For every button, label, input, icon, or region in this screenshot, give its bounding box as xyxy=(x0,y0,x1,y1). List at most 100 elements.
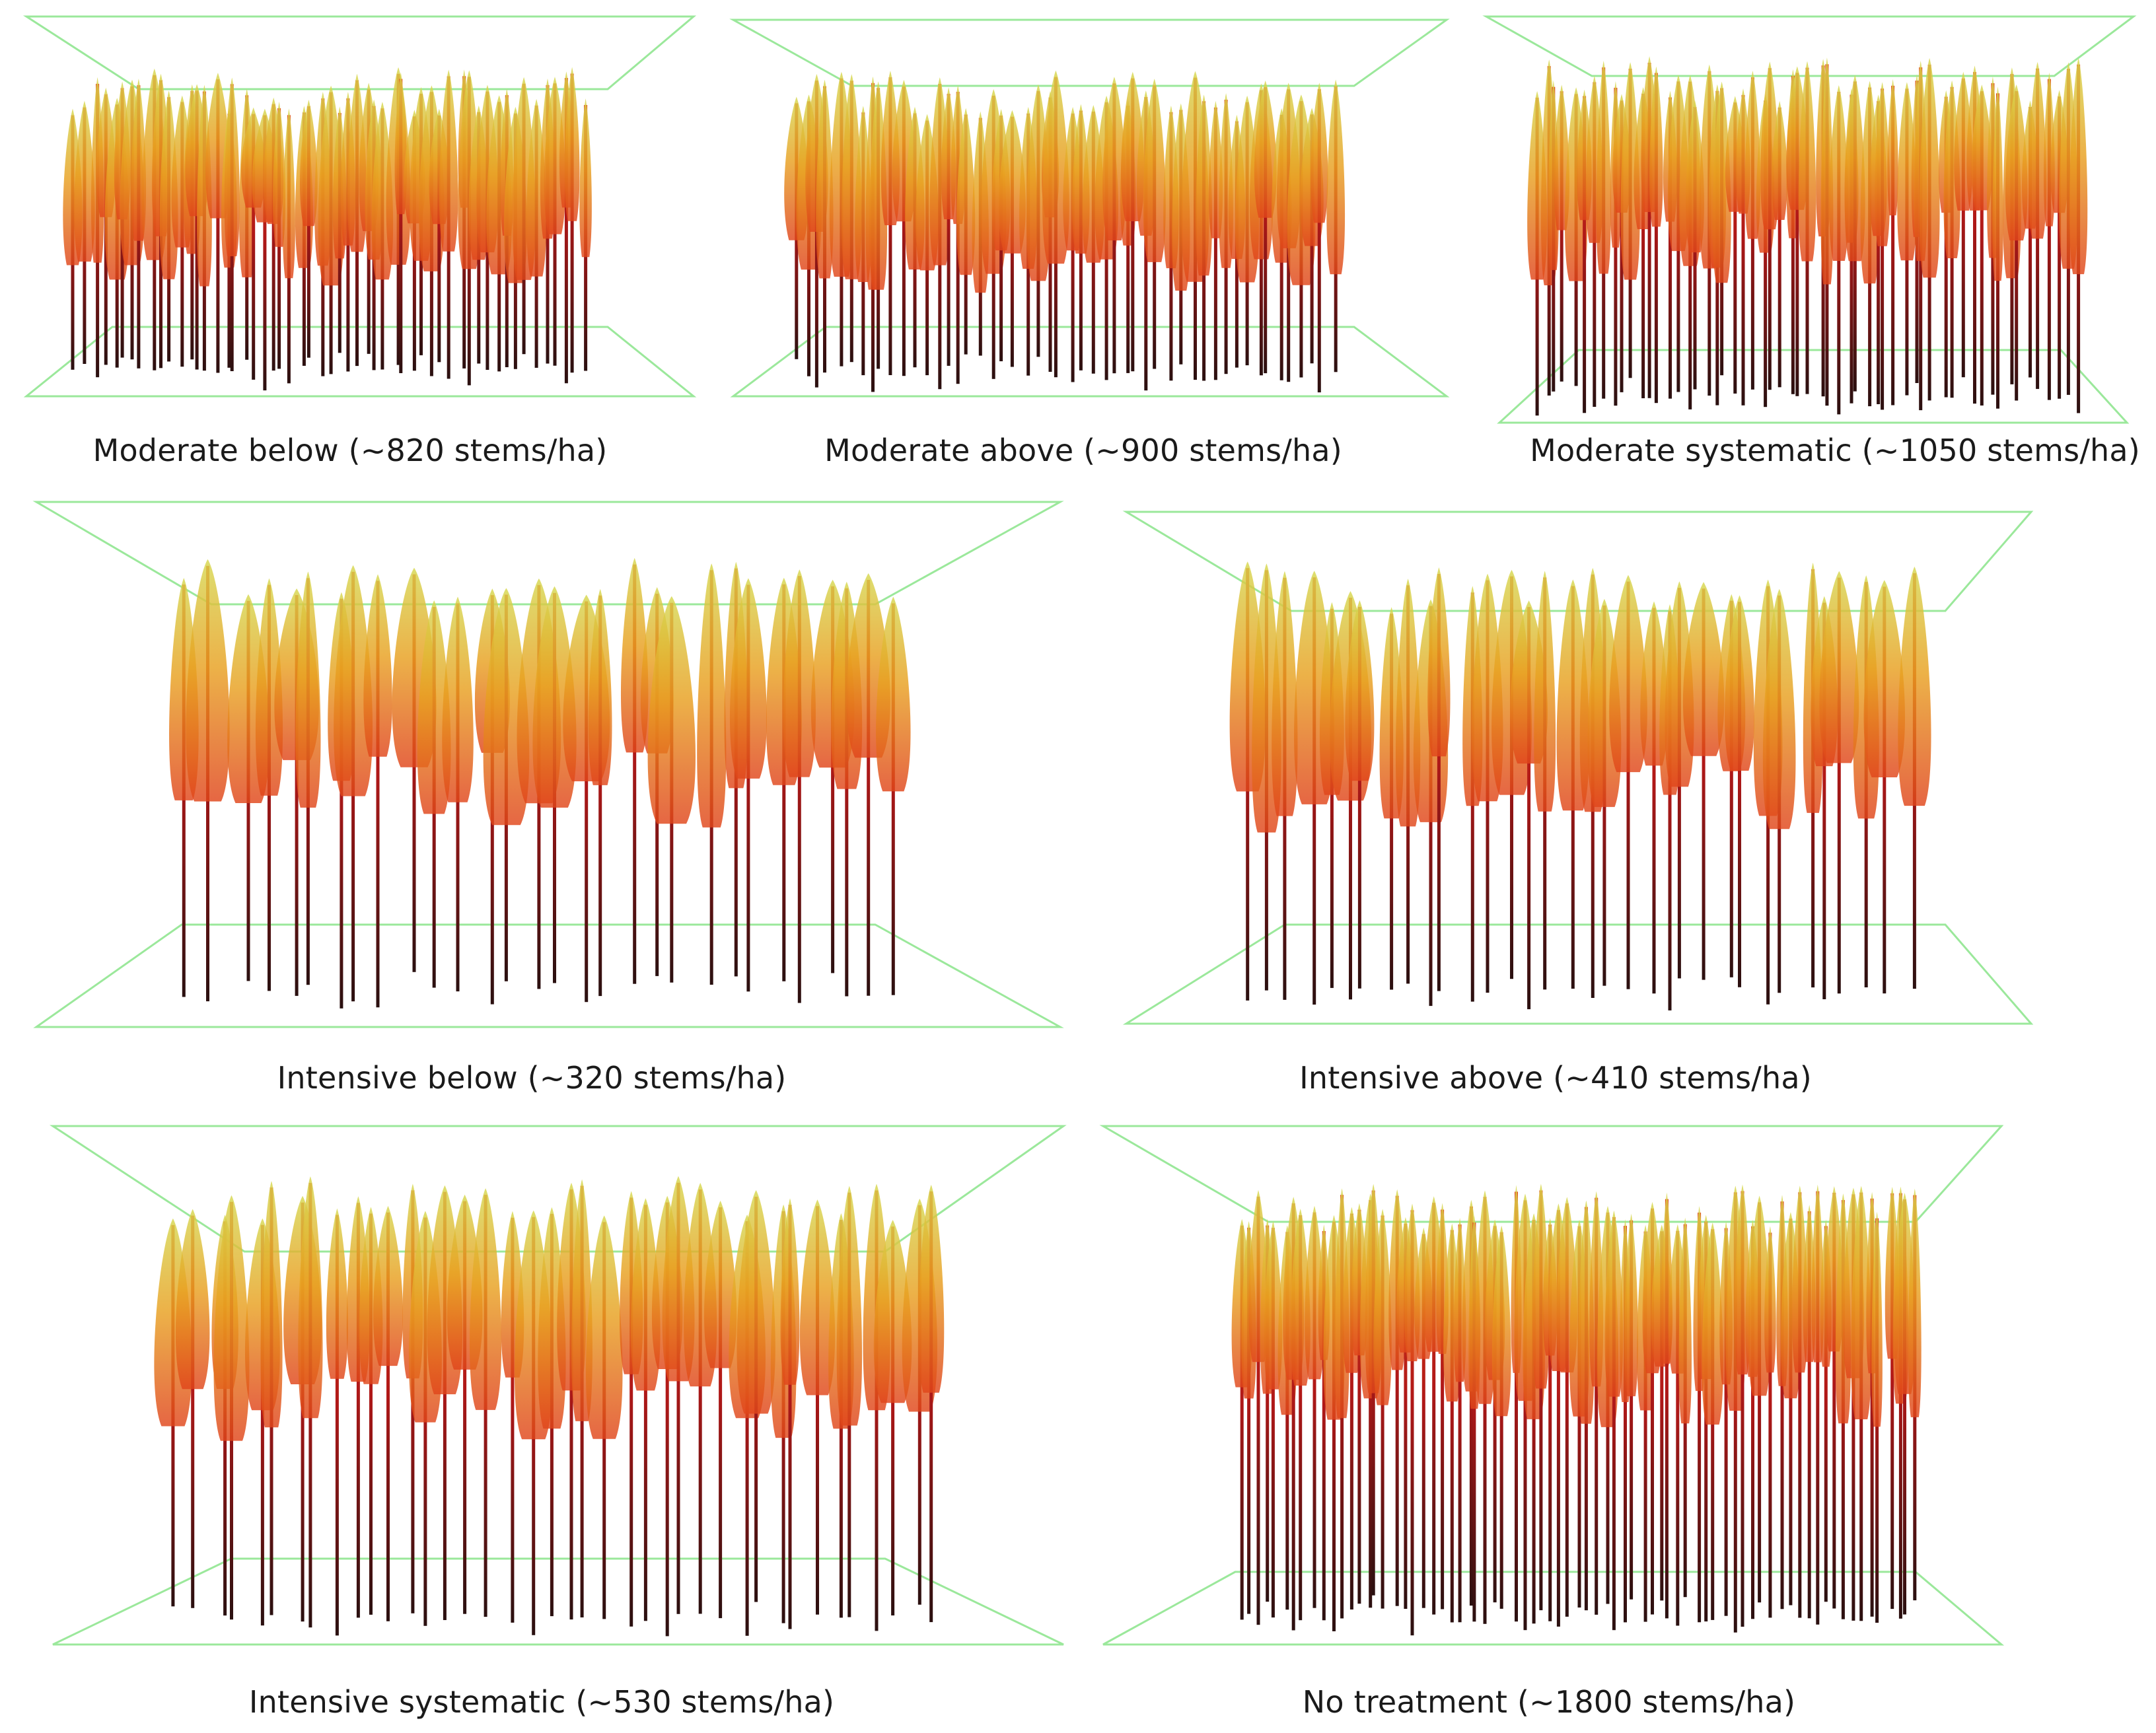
tree-trunk xyxy=(1583,96,1587,413)
tree-trunk xyxy=(1240,1225,1244,1620)
tree-trunk xyxy=(340,598,343,1008)
tree-crown xyxy=(363,574,392,757)
tree-crown xyxy=(1196,94,1213,276)
tree-trunk xyxy=(1441,1209,1445,1609)
tree-crown xyxy=(783,569,816,777)
tree-crown xyxy=(224,77,240,257)
tree-trunk xyxy=(1768,1232,1772,1618)
tree-trunk xyxy=(676,1182,680,1614)
tree-trunk xyxy=(1556,1210,1560,1627)
tree-trunk xyxy=(1593,82,1597,407)
tree-trunk xyxy=(1630,1220,1634,1600)
caption-intensive-systematic: Intensive systematic (~530 stems/ha) xyxy=(248,1684,835,1720)
tree-trunk xyxy=(1472,1222,1476,1622)
tree-crown xyxy=(1649,66,1663,227)
tree-trunk xyxy=(570,73,574,373)
tree-trunk xyxy=(1807,1211,1811,1619)
tree-trunk xyxy=(1247,1227,1251,1614)
tree-trunk xyxy=(891,1226,895,1615)
tree-trunk xyxy=(816,1206,819,1615)
tree-trunk xyxy=(463,1201,467,1614)
tree-trunk xyxy=(902,86,906,376)
tree-trunk xyxy=(1560,91,1563,382)
tree-group xyxy=(154,1176,945,1637)
tree-crown xyxy=(2069,57,2088,275)
tree-crown xyxy=(273,101,286,247)
point-cloud-moderate-below xyxy=(22,15,697,398)
tree-trunk xyxy=(585,601,589,1003)
tree-trunk xyxy=(1493,1226,1497,1603)
tree-trunk xyxy=(1256,1196,1260,1625)
tree-crown xyxy=(544,77,566,234)
tree-trunk xyxy=(1369,1200,1373,1608)
tree-trunk xyxy=(1724,1228,1728,1616)
tree-crown xyxy=(298,1176,323,1419)
tree-crown xyxy=(1762,588,1796,830)
tree-trunk xyxy=(252,114,256,380)
tree-trunk xyxy=(1824,1226,1828,1602)
panel-moderate-below xyxy=(22,13,700,423)
tree-trunk xyxy=(745,1221,749,1636)
tree-trunk xyxy=(797,576,801,1003)
tree-trunk xyxy=(1795,73,1799,396)
tree-crown xyxy=(1897,82,1917,261)
tree-crown xyxy=(538,1207,566,1429)
tree-crown xyxy=(1596,61,1611,274)
tree-trunk xyxy=(1322,1231,1326,1621)
tree-trunk xyxy=(1131,78,1135,372)
tree-trunk xyxy=(1654,73,1658,404)
tree-crown xyxy=(564,67,580,221)
tree-trunk xyxy=(412,574,416,972)
tree-crown xyxy=(1491,1225,1511,1417)
box-bottom-plane xyxy=(52,1557,1064,1646)
tree-trunk xyxy=(888,77,892,375)
tree-trunk xyxy=(1780,1201,1784,1609)
tree-trunk xyxy=(1264,87,1268,374)
tree-trunk xyxy=(1898,1193,1902,1619)
tree-crown xyxy=(1609,575,1647,773)
tree-crown xyxy=(1898,566,1931,806)
tree-trunk xyxy=(2029,107,2032,378)
box-top-plane xyxy=(1122,511,2034,612)
tree-trunk xyxy=(2058,96,2062,399)
tree-crown xyxy=(1604,1211,1624,1397)
tree-trunk xyxy=(845,588,849,997)
box-bottom-plane xyxy=(1122,923,2034,1025)
tree-trunk xyxy=(1741,1191,1744,1627)
tree-trunk xyxy=(1883,586,1886,994)
tree-trunk xyxy=(1676,1230,1680,1626)
tree-trunk xyxy=(1271,1228,1275,1618)
tree-trunk xyxy=(1789,1219,1793,1606)
tree-crown xyxy=(588,588,612,785)
tree-trunk xyxy=(1483,1197,1487,1624)
tree-crown xyxy=(373,1205,404,1366)
tree-trunk xyxy=(1702,588,1706,980)
tree-crown xyxy=(255,578,283,796)
tree-crown xyxy=(780,1198,800,1385)
tree-crown xyxy=(300,99,318,227)
tree-crown xyxy=(186,559,230,802)
tree-group xyxy=(784,70,1346,393)
panel-intensive-above xyxy=(1122,495,2038,1037)
tree-trunk xyxy=(1668,610,1672,1010)
tree-trunk xyxy=(1973,72,1976,404)
tree-trunk xyxy=(335,1215,339,1636)
tree-crown xyxy=(1908,1188,1922,1417)
tree-trunk xyxy=(1870,1198,1874,1617)
tree-trunk xyxy=(1665,1199,1669,1619)
tree-trunk xyxy=(1499,1232,1503,1609)
tree-crown xyxy=(1578,1200,1595,1424)
tree-trunk xyxy=(1641,93,1645,398)
tree-trunk xyxy=(1798,1192,1802,1618)
tree-trunk xyxy=(633,564,637,984)
caption-no-treatment: No treatment (~1800 stems/ha) xyxy=(1302,1684,1796,1720)
tree-crown xyxy=(417,600,451,814)
tree-crown xyxy=(469,1188,502,1410)
tree-crown xyxy=(1764,1226,1776,1373)
box-bottom-plane xyxy=(33,923,1064,1028)
tree-crown xyxy=(1534,571,1556,812)
tree-crown xyxy=(74,100,95,262)
tree-trunk xyxy=(1532,1220,1536,1624)
caption-intensive-below: Intensive below (~320 stems/ha) xyxy=(277,1060,787,1096)
tree-crown xyxy=(1620,62,1640,280)
